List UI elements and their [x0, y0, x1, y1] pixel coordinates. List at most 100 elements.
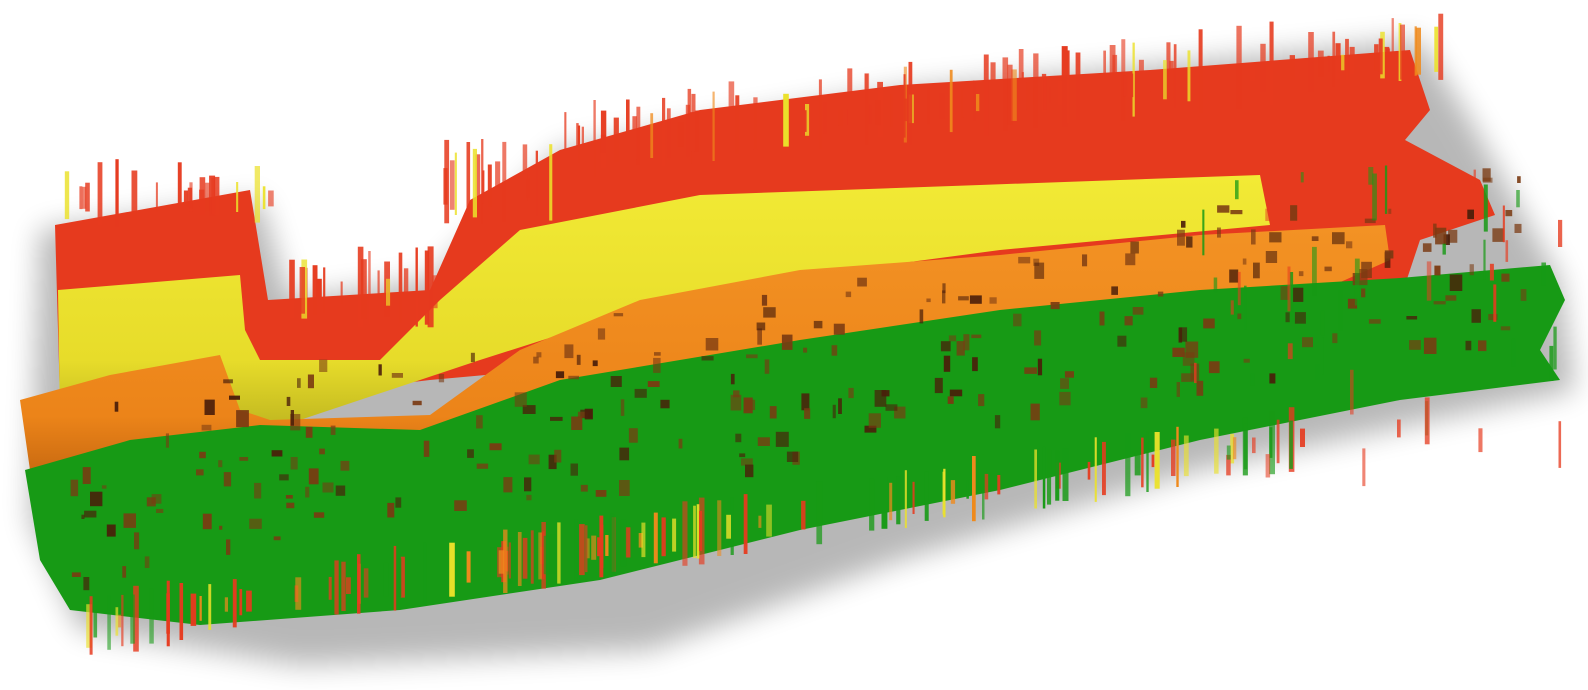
spike [896, 476, 901, 525]
spike [1300, 172, 1304, 183]
spike [328, 576, 332, 600]
spike [550, 534, 556, 574]
speckle [1514, 223, 1522, 233]
spike [1007, 64, 1013, 125]
speckle [1500, 326, 1511, 331]
spike [340, 281, 343, 304]
speckle [476, 415, 483, 429]
speckle [1030, 403, 1040, 421]
speckle [555, 371, 565, 379]
speckle [757, 328, 762, 345]
speckle [1130, 241, 1139, 254]
spike [323, 267, 326, 314]
speckle [942, 290, 946, 304]
spike [557, 522, 561, 584]
spike [1244, 285, 1247, 330]
speckle [864, 425, 877, 433]
speckle [564, 344, 574, 359]
speckle [570, 463, 578, 476]
spike [1147, 75, 1151, 92]
speckle [1467, 209, 1474, 220]
speckle [470, 352, 475, 363]
spike [1061, 46, 1068, 128]
speckle [236, 410, 249, 428]
spike [454, 152, 457, 215]
spike [199, 177, 206, 216]
spike [972, 80, 976, 121]
spike [975, 94, 980, 112]
spike [579, 524, 585, 576]
spike [299, 267, 305, 314]
speckle [1422, 243, 1432, 252]
spike [383, 562, 389, 597]
speckle [838, 398, 842, 414]
spike [341, 561, 346, 611]
spike [85, 182, 90, 212]
spike [1127, 73, 1134, 98]
spike [538, 532, 542, 580]
spike [79, 186, 83, 210]
speckle [1505, 210, 1513, 217]
speckle [1033, 258, 1040, 266]
speckle [733, 390, 740, 398]
spike [312, 265, 318, 315]
spike [1146, 431, 1149, 492]
speckle [1435, 227, 1447, 245]
spike [495, 161, 501, 209]
spike [581, 126, 584, 162]
spike [1442, 243, 1446, 255]
spike [1034, 449, 1037, 509]
spike [593, 100, 596, 178]
speckle [165, 433, 169, 448]
spike [398, 558, 402, 597]
spike [213, 176, 220, 216]
speckle [1384, 252, 1391, 268]
spike [89, 596, 93, 655]
speckle [1433, 301, 1446, 305]
spike [613, 117, 619, 162]
spike [927, 87, 930, 125]
speckle [832, 404, 836, 419]
speckle [1018, 256, 1031, 264]
speckle [764, 359, 770, 374]
speckle [845, 291, 852, 298]
spike [1226, 454, 1231, 476]
speckle [628, 428, 638, 443]
spike [549, 144, 553, 221]
speckle [571, 416, 583, 430]
spike [1558, 219, 1563, 247]
yellow-band [58, 175, 1270, 440]
speckle [1251, 229, 1256, 245]
spike [1426, 261, 1432, 301]
spike [875, 100, 881, 126]
spike [890, 93, 893, 127]
spike [1320, 310, 1325, 336]
speckle [156, 508, 164, 513]
orange-band [20, 225, 1390, 480]
spike [64, 171, 70, 220]
spike [1483, 184, 1488, 232]
speckle [1364, 218, 1376, 224]
spike [93, 612, 98, 638]
spike [1242, 417, 1248, 476]
spike [783, 93, 789, 147]
speckle [313, 512, 325, 518]
spike [482, 170, 485, 204]
speckle [1140, 397, 1148, 409]
speckle [948, 335, 957, 342]
spike [289, 259, 295, 319]
spike [1141, 437, 1144, 488]
speckle [1409, 340, 1421, 350]
speckle [610, 376, 622, 387]
spike [847, 68, 853, 152]
speckle [1406, 316, 1418, 320]
speckle [514, 392, 527, 407]
speckle [730, 394, 742, 411]
spike [1414, 26, 1417, 76]
spike [423, 542, 427, 605]
spike [938, 92, 945, 119]
speckle [335, 485, 346, 496]
spike [841, 94, 847, 136]
speckle [769, 406, 777, 419]
